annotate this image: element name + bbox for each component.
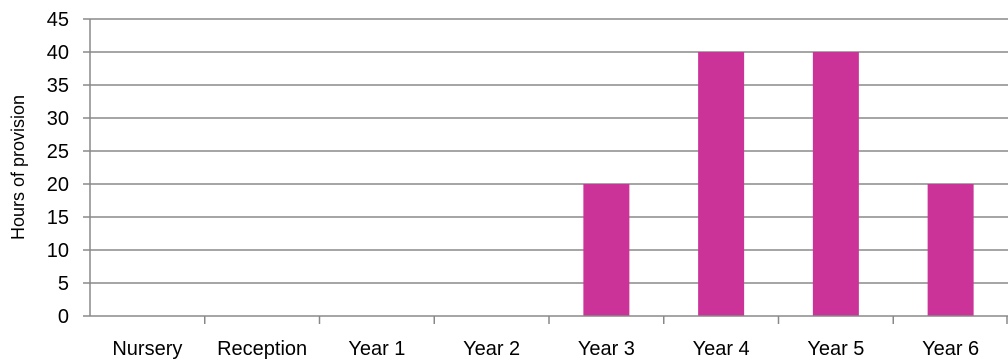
y-tick-labels: 0 5 10 15 20 25 30 35 40 45 [47,9,69,328]
x-tick-label: Year 3 [578,338,635,360]
x-tick-label: Year 2 [463,338,520,360]
axes [83,18,1008,324]
y-tick-label: 5 [58,273,69,295]
bar-year-6 [927,184,974,316]
y-tick-label: 0 [58,306,69,328]
gridlines [90,18,1008,284]
y-tick-label: 25 [47,141,69,163]
x-tick-label: Year 5 [807,338,864,360]
bars [583,52,974,316]
y-tick-label: 15 [47,207,69,229]
bar-year-4 [698,52,745,316]
y-tick-label: 10 [47,240,69,262]
x-tick-label: Year 6 [922,338,979,360]
bar-year-3 [583,184,630,316]
bar-year-5 [812,52,859,316]
y-tick-label: 45 [47,9,69,31]
y-tick-label: 40 [47,42,69,64]
x-tick-label: Nursery [112,338,182,360]
x-tick-labels: Nursery Reception Year 1 Year 2 Year 3 Year 4… [112,338,979,360]
y-axis-title: Hours of provision [8,95,28,240]
y-tick-label: 30 [47,108,69,130]
y-tick-label: 20 [47,174,69,196]
x-tick-label: Year 4 [693,338,750,360]
y-tick-label: 35 [47,75,69,97]
x-tick-label: Year 1 [348,338,405,360]
x-tick-label: Reception [217,338,307,360]
